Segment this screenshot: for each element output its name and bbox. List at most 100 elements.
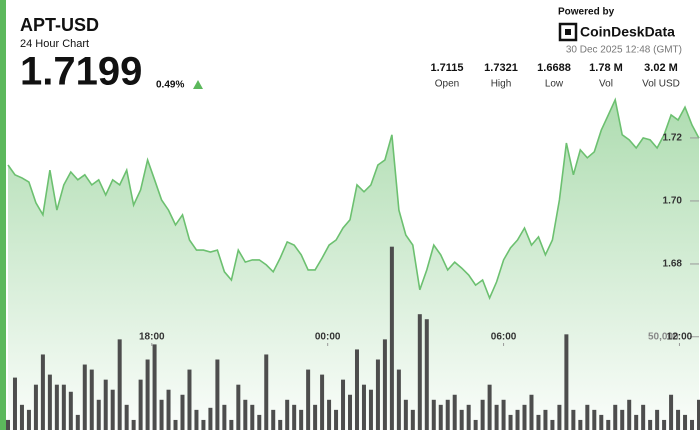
volume-bar — [676, 409, 681, 430]
volume-bar — [264, 354, 269, 430]
volume-bar — [571, 409, 576, 430]
volume-bar — [110, 389, 115, 430]
volume-bar — [522, 404, 527, 430]
volume-bar — [334, 409, 339, 430]
volume-bar — [152, 344, 157, 430]
volume-bar — [285, 399, 290, 430]
volume-bar — [599, 414, 604, 430]
volume-bar — [250, 404, 255, 430]
price: 1.7199 — [20, 50, 142, 94]
volume-bar — [620, 409, 625, 430]
volume-bar — [424, 319, 429, 430]
stat-value: 1.6688 — [537, 62, 571, 74]
volume-bar — [494, 404, 499, 430]
volume-bar — [480, 399, 485, 430]
x-tick-label: 18:00 — [139, 332, 165, 343]
accent-bar — [0, 0, 6, 430]
change: 0.49% — [156, 80, 184, 91]
volume-bar — [501, 399, 506, 430]
volume-bar — [96, 399, 101, 430]
symbol: APT-USD — [20, 15, 99, 35]
x-tick-label: 06:00 — [491, 332, 517, 343]
stat-label: Low — [545, 79, 564, 90]
volume-bar — [313, 404, 318, 430]
volume-bar — [341, 379, 346, 430]
volume-bar — [606, 419, 611, 430]
volume-bar — [655, 409, 660, 430]
volume-bar — [417, 314, 422, 430]
volume-bar — [173, 419, 178, 430]
volume-bar — [54, 384, 59, 430]
volume-bar — [278, 419, 283, 430]
volume-bar — [683, 414, 688, 430]
brand-icon — [558, 22, 578, 42]
timestamp: 30 Dec 2025 12:48 (GMT) — [566, 45, 682, 56]
volume-bar — [236, 384, 241, 430]
volume-bar — [459, 409, 464, 430]
volume-bar — [299, 409, 304, 430]
y-tick-label: 1.68 — [663, 259, 683, 270]
volume-bar — [194, 409, 199, 430]
volume-bar — [578, 419, 583, 430]
volume-bar — [690, 419, 695, 430]
stat-value: 1.78 M — [589, 62, 623, 74]
volume-bar — [145, 359, 150, 430]
volume-bar — [208, 407, 213, 430]
y2-tick-label: 50,000 — [648, 331, 679, 342]
volume-bar — [75, 414, 80, 430]
volume-bar — [445, 399, 450, 430]
volume-bar — [368, 389, 373, 430]
volume-bar — [634, 414, 639, 430]
volume-bar — [473, 419, 478, 430]
volume-bar — [564, 334, 569, 430]
volume-bar — [410, 409, 415, 430]
volume-bar — [438, 404, 443, 430]
volume-bar — [26, 409, 31, 430]
stat-value: 3.02 M — [644, 62, 678, 74]
volume-bar — [508, 414, 513, 430]
stat-label: Vol — [599, 79, 613, 90]
price-line — [7, 97, 700, 301]
volume-bar — [215, 359, 220, 430]
volume-bar — [431, 399, 436, 430]
volume-bar — [641, 404, 646, 430]
volume-bar — [327, 399, 332, 430]
volume-bar — [396, 369, 401, 430]
stat-value: 1.7321 — [484, 62, 518, 74]
y-tick-label: 1.70 — [663, 196, 683, 207]
volume-bar — [40, 354, 45, 430]
volume-bar — [131, 419, 136, 430]
volume-bar — [348, 394, 353, 430]
volume-bar — [68, 391, 73, 430]
volume-bar — [487, 384, 492, 430]
x-tick-label: 12:00 — [667, 332, 693, 343]
plot-area — [6, 97, 700, 430]
volume-bar — [243, 399, 248, 430]
up-arrow — [193, 80, 203, 89]
volume-bar — [403, 399, 408, 430]
volume-bar — [124, 404, 129, 430]
volume-bar — [662, 419, 667, 430]
stat-label: Open — [435, 79, 459, 90]
volume-bar — [557, 404, 562, 430]
stat-label: Vol USD — [642, 79, 680, 90]
volume-bar — [543, 409, 548, 430]
volume-bar — [389, 246, 394, 430]
volume-bar — [648, 419, 653, 430]
volume-bar — [103, 379, 108, 430]
volume-bar — [257, 414, 262, 430]
stat-value: 1.7115 — [430, 62, 463, 74]
volume-bar — [271, 409, 276, 430]
volume-bar — [320, 374, 325, 430]
volume-bar — [529, 394, 534, 430]
volume-bar — [33, 384, 38, 430]
volume-bar — [585, 404, 590, 430]
volume-bar — [306, 369, 311, 430]
volume-bar — [452, 394, 457, 430]
y-tick-label: 1.72 — [663, 133, 683, 144]
volume-bar — [222, 404, 227, 430]
volume-bar — [292, 404, 297, 430]
volume-bar — [466, 404, 471, 430]
volume-bar — [82, 364, 87, 430]
volume-bar — [613, 404, 618, 430]
